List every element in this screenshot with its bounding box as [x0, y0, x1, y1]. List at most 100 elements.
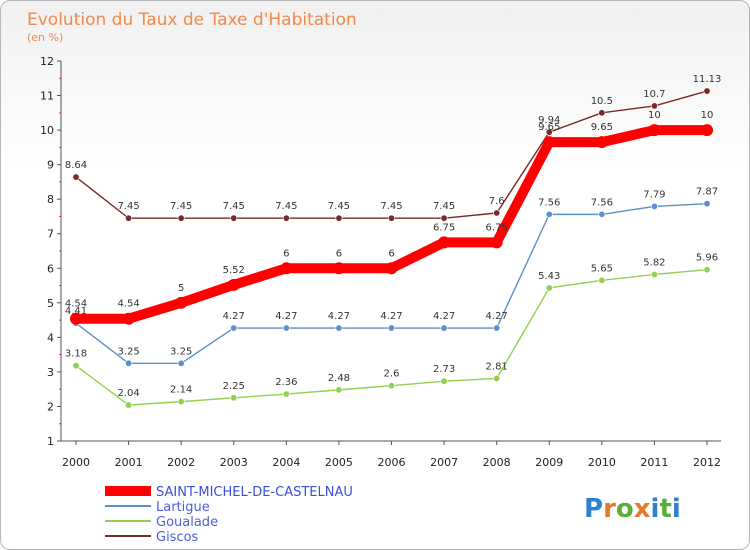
data-point	[440, 214, 448, 222]
data-label: 3.18	[65, 349, 87, 360]
series-giscos: 8.64 7.45 7.45 7.45 7.45 7.45 7.45 7.45 7.6 9.94 1…	[65, 74, 722, 222]
x-tick-label: 2010	[588, 456, 616, 469]
series-line	[75, 202, 708, 364]
logo-letter: i	[672, 494, 681, 524]
x-tick-label: 2001	[115, 456, 143, 469]
data-label: 11.13	[693, 74, 722, 85]
data-label: 7.79	[643, 189, 665, 200]
y-tick-label: 8	[47, 193, 54, 206]
data-label: 7.45	[328, 201, 350, 212]
data-point	[72, 173, 80, 181]
y-tick-label: 10	[40, 124, 54, 137]
y-tick-label: 7	[47, 228, 54, 241]
data-label: 5.52	[223, 265, 245, 276]
data-label: 4.41	[65, 306, 87, 317]
series-lartigue: 4.41 3.25 3.25 4.27 4.27 4.27 4.27 4.27 4.27 7.56…	[65, 187, 718, 367]
data-point	[335, 386, 343, 394]
y-tick-label: 5	[47, 297, 54, 310]
legend-label: Giscos	[156, 530, 199, 545]
y-tick-label: 11	[40, 90, 54, 103]
data-label: 5.96	[696, 253, 718, 264]
y-tick-label: 6	[47, 262, 54, 275]
data-point	[650, 270, 658, 278]
data-label: 7.6	[489, 196, 505, 207]
data-label: 7.45	[117, 201, 139, 212]
data-point	[543, 136, 556, 149]
data-point	[440, 377, 448, 385]
legend-label: SAINT-MICHEL-DE-CASTELNAU	[156, 485, 353, 500]
x-tick-label: 2008	[483, 456, 511, 469]
data-point	[332, 262, 345, 275]
data-label: 2.73	[433, 364, 455, 375]
x-tick-label: 2009	[535, 456, 563, 469]
data-label: 2.6	[384, 369, 400, 380]
data-point	[493, 374, 501, 382]
x-tick-label: 2006	[378, 456, 406, 469]
data-label: 7.56	[591, 197, 613, 208]
data-point	[545, 128, 553, 136]
data-point	[387, 324, 395, 332]
data-label: 10.5	[591, 96, 613, 107]
x-tick-label: 2012	[693, 456, 721, 469]
data-label: 8.64	[65, 160, 87, 171]
data-point	[490, 236, 503, 249]
data-label: 3.25	[117, 346, 139, 357]
y-tick-label: 1	[47, 435, 54, 448]
series-saint-michel-de-castelnau: 4.54 4.54 5 5.52 6 6 6 6.75 6.75 9.65 9.65 10 10	[65, 110, 713, 325]
proxiti-logo: Proxiti	[584, 494, 681, 524]
data-point	[177, 398, 185, 406]
data-label: 7.45	[433, 201, 455, 212]
data-label: 2.25	[223, 381, 245, 392]
logo-letter: x	[634, 494, 651, 524]
data-label: 4.54	[65, 299, 87, 310]
data-label: 5	[178, 283, 184, 294]
data-point	[650, 202, 658, 210]
data-point	[282, 214, 290, 222]
data-point	[70, 312, 82, 325]
data-label: 6	[336, 248, 342, 259]
x-tick-label: 2000	[62, 456, 90, 469]
data-point	[280, 262, 293, 275]
x-tick-label: 2004	[272, 456, 300, 469]
data-point	[703, 87, 711, 95]
data-label: 2.48	[328, 373, 350, 384]
data-label: 4.27	[328, 311, 350, 322]
data-point	[177, 214, 185, 222]
data-label: 3.25	[170, 346, 192, 357]
data-point	[493, 209, 501, 217]
data-point	[230, 214, 238, 222]
data-label: 2.14	[170, 385, 192, 396]
logo-letter: o	[616, 494, 634, 524]
data-point	[598, 210, 606, 218]
data-label: 9.65	[538, 122, 560, 133]
logo-letter: t	[659, 494, 671, 524]
data-label: 9.94	[538, 115, 560, 126]
data-point	[598, 276, 606, 284]
data-label: 6.75	[433, 222, 455, 233]
series-goualade: 3.18 2.04 2.14 2.25 2.36 2.48 2.6 2.73 2.81 5.43 5…	[65, 253, 718, 409]
data-label: 7.45	[380, 201, 402, 212]
logo-letter: r	[603, 494, 616, 524]
data-point	[177, 359, 185, 367]
data-label: 2.36	[275, 377, 297, 388]
y-tick-label: 3	[47, 366, 54, 379]
data-point	[648, 124, 661, 137]
x-tick-label: 2003	[220, 456, 248, 469]
data-label: 6.75	[486, 222, 508, 233]
data-point	[650, 102, 658, 110]
data-label: 4.27	[433, 311, 455, 322]
data-point	[230, 324, 238, 332]
data-label: 7.56	[538, 197, 560, 208]
data-point	[230, 394, 238, 402]
data-label: 4.27	[275, 311, 297, 322]
data-label: 4.27	[486, 311, 508, 322]
data-point	[72, 362, 80, 370]
data-label: 4.27	[223, 311, 245, 322]
data-point	[595, 136, 608, 149]
data-label: 2.04	[117, 388, 139, 399]
chart-subtitle: (en %)	[27, 31, 63, 44]
data-point	[175, 296, 188, 309]
data-point	[282, 324, 290, 332]
